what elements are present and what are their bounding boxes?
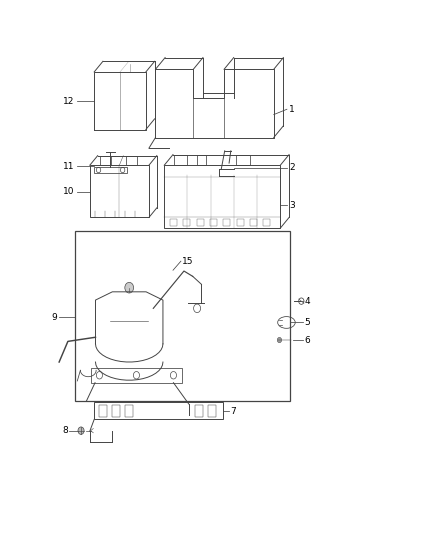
Text: 6: 6: [304, 336, 310, 344]
Text: 7: 7: [230, 407, 236, 416]
Bar: [197, 219, 204, 226]
Bar: [164, 165, 280, 228]
Text: 12: 12: [63, 97, 74, 106]
Bar: [112, 405, 120, 417]
Text: 4: 4: [304, 297, 310, 305]
Bar: [91, 368, 182, 383]
Bar: [75, 231, 290, 401]
Circle shape: [277, 337, 282, 343]
Bar: [184, 219, 191, 226]
Bar: [208, 405, 216, 417]
Bar: [100, 156, 111, 165]
Text: 11: 11: [63, 162, 74, 171]
Bar: [250, 219, 257, 226]
Text: 8: 8: [62, 426, 68, 435]
Text: 10: 10: [63, 188, 74, 196]
Bar: [170, 219, 177, 226]
Bar: [223, 219, 230, 226]
Text: 15: 15: [182, 257, 193, 265]
Bar: [90, 165, 149, 217]
Bar: [195, 405, 203, 417]
Bar: [210, 219, 217, 226]
Bar: [94, 402, 223, 419]
Circle shape: [125, 282, 134, 293]
Text: 9: 9: [51, 313, 57, 321]
Bar: [236, 155, 250, 165]
Bar: [173, 155, 187, 165]
Circle shape: [78, 427, 84, 434]
Bar: [237, 219, 244, 226]
Bar: [125, 405, 133, 417]
Bar: [264, 219, 270, 226]
Text: 1: 1: [289, 105, 295, 114]
Bar: [127, 156, 137, 165]
Bar: [197, 155, 206, 165]
Text: 3: 3: [289, 201, 295, 209]
Text: 2: 2: [289, 164, 295, 172]
Bar: [94, 167, 127, 173]
Text: 5: 5: [304, 318, 310, 327]
Bar: [99, 405, 107, 417]
